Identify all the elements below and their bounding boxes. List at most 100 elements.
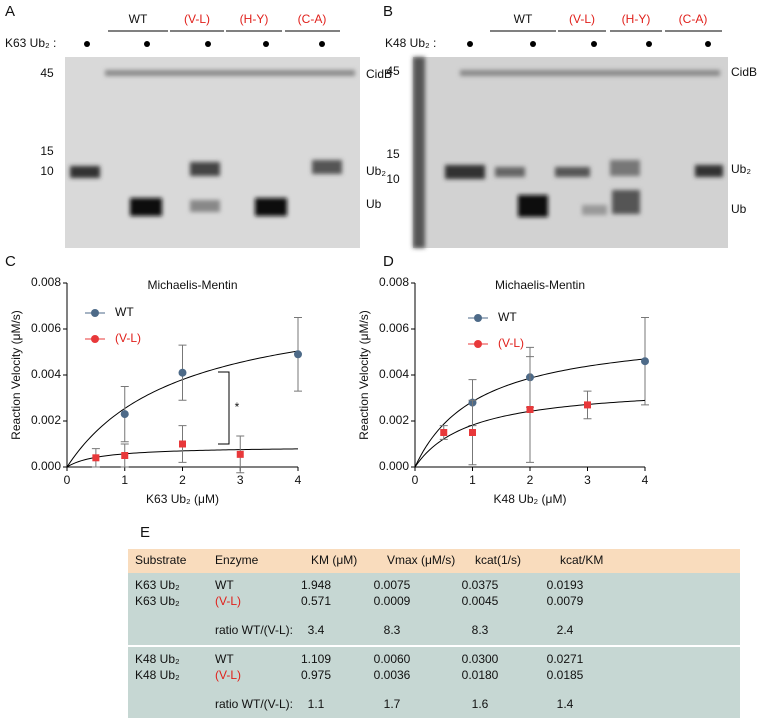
ratio-value: 1.6: [472, 697, 489, 711]
table-cell: 0.571: [301, 594, 331, 608]
lane-group: WT: [514, 12, 533, 26]
table-cell: K48 Ub₂: [135, 668, 180, 682]
lane-group: (H-Y): [240, 12, 269, 26]
data-point: [236, 450, 244, 458]
row-label: K48 Ub₂ :: [385, 36, 436, 50]
band-label: CidB: [731, 65, 757, 79]
lane-group: (V-L): [184, 12, 210, 26]
table-cell: WT: [215, 652, 234, 666]
table-cell: 0.0075: [374, 578, 411, 592]
y-tick-label: 0.002: [31, 413, 61, 427]
data-point: [641, 357, 649, 366]
table-cell: 0.0185: [547, 668, 584, 682]
gel: [413, 57, 728, 248]
panel-letter: C: [5, 253, 16, 270]
mw-marker: 10: [386, 172, 400, 186]
table-cell: 0.0036: [374, 668, 411, 682]
gel: [65, 57, 360, 248]
x-tick-label: 0: [64, 473, 71, 487]
table-cell: 0.975: [301, 668, 331, 682]
band-label: Ub: [731, 202, 747, 216]
data-point: [178, 368, 187, 377]
y-tick-label: 0.000: [31, 459, 61, 473]
x-tick-label: 1: [121, 473, 128, 487]
gel-bands: [70, 70, 355, 216]
mw-marker: 15: [40, 144, 54, 158]
data-point: [120, 410, 129, 419]
y-tick-label: 0.002: [379, 413, 409, 427]
ratio-label: ratio WT/(V-L):: [215, 697, 293, 711]
lane-group: (H-Y): [622, 12, 651, 26]
table-cell: (V-L): [215, 594, 241, 608]
table-header: kcat(1/s): [475, 553, 521, 567]
table-cell: K63 Ub₂: [135, 594, 180, 608]
band-label: Ub: [366, 197, 382, 211]
lane-group: WT: [129, 12, 148, 26]
x-axis-label: K63 Ub₂ (μM): [146, 492, 219, 506]
band-label: Ub₂: [366, 164, 386, 178]
lane-group: (V-L): [569, 12, 595, 26]
panel-letter: A: [5, 3, 15, 20]
table-cell: 0.0009: [374, 594, 411, 608]
x-tick-label: 4: [642, 473, 649, 487]
row-label: K63 Ub₂ :: [5, 36, 56, 50]
data-point: [440, 429, 448, 436]
panel-letter: D: [383, 253, 394, 270]
y-tick-label: 0.008: [31, 275, 61, 289]
gel-bands: [413, 57, 723, 248]
table-cell: 0.0300: [462, 652, 499, 666]
y-axis-label: Reaction Velocity (μM/s): [357, 310, 371, 440]
lane-group: (C-A): [679, 12, 708, 26]
x-tick-label: 2: [527, 473, 534, 487]
chart-title: Michaelis-Mentin: [147, 278, 237, 292]
x-tick-label: 4: [295, 473, 302, 487]
table-cell: 0.0271: [547, 652, 584, 666]
legend-label: (V-L): [115, 331, 141, 345]
chart-title: Michaelis-Mentin: [495, 278, 585, 292]
legend-label: WT: [498, 310, 517, 324]
x-tick-label: 1: [469, 473, 476, 487]
table-cell: 0.0193: [547, 578, 584, 592]
y-axis-label: Reaction Velocity (μM/s): [9, 310, 23, 440]
ratio-value: 8.3: [384, 623, 401, 637]
legend-label: WT: [115, 305, 134, 319]
table-header: Enzyme: [215, 553, 259, 567]
x-tick-label: 0: [412, 473, 419, 487]
table-header: Vmax (μM/s): [387, 553, 455, 567]
x-tick-label: 3: [584, 473, 591, 487]
legend-marker: [91, 335, 99, 343]
mw-marker: 15: [386, 147, 400, 161]
mw-marker: 10: [40, 164, 54, 178]
table-cell: 0.0045: [462, 594, 499, 608]
table-cell: 0.0079: [547, 594, 584, 608]
table-cell: (V-L): [215, 668, 241, 682]
table-cell: K63 Ub₂: [135, 578, 180, 592]
table-cell: 0.0375: [462, 578, 499, 592]
data-point: [526, 406, 534, 413]
mw-marker: 45: [386, 64, 400, 78]
legend-marker: [474, 340, 482, 348]
legend-label: (V-L): [498, 336, 524, 350]
y-tick-label: 0.006: [31, 321, 61, 335]
data-point: [92, 454, 100, 462]
mw-marker: 45: [40, 66, 54, 80]
table-header: Substrate: [135, 553, 187, 567]
data-point: [469, 429, 476, 436]
table-header: kcat/KM: [560, 553, 603, 567]
band-label: CidB: [366, 67, 392, 81]
lane-group: (C-A): [298, 12, 327, 26]
x-tick-label: 3: [237, 473, 244, 487]
x-axis-label: K48 Ub₂ (μM): [494, 492, 567, 506]
x-tick-label: 2: [179, 473, 186, 487]
annotation: *: [235, 400, 240, 414]
table-header: KM (μM): [311, 553, 357, 567]
legend-marker: [474, 314, 482, 322]
ratio-value: 3.4: [308, 623, 325, 637]
data-point: [179, 440, 186, 448]
bracket: [218, 371, 230, 445]
ratio-value: 1.7: [384, 697, 401, 711]
data-point: [121, 452, 129, 459]
band-label: Ub₂: [731, 162, 751, 176]
table-cell: 0.0060: [374, 652, 411, 666]
